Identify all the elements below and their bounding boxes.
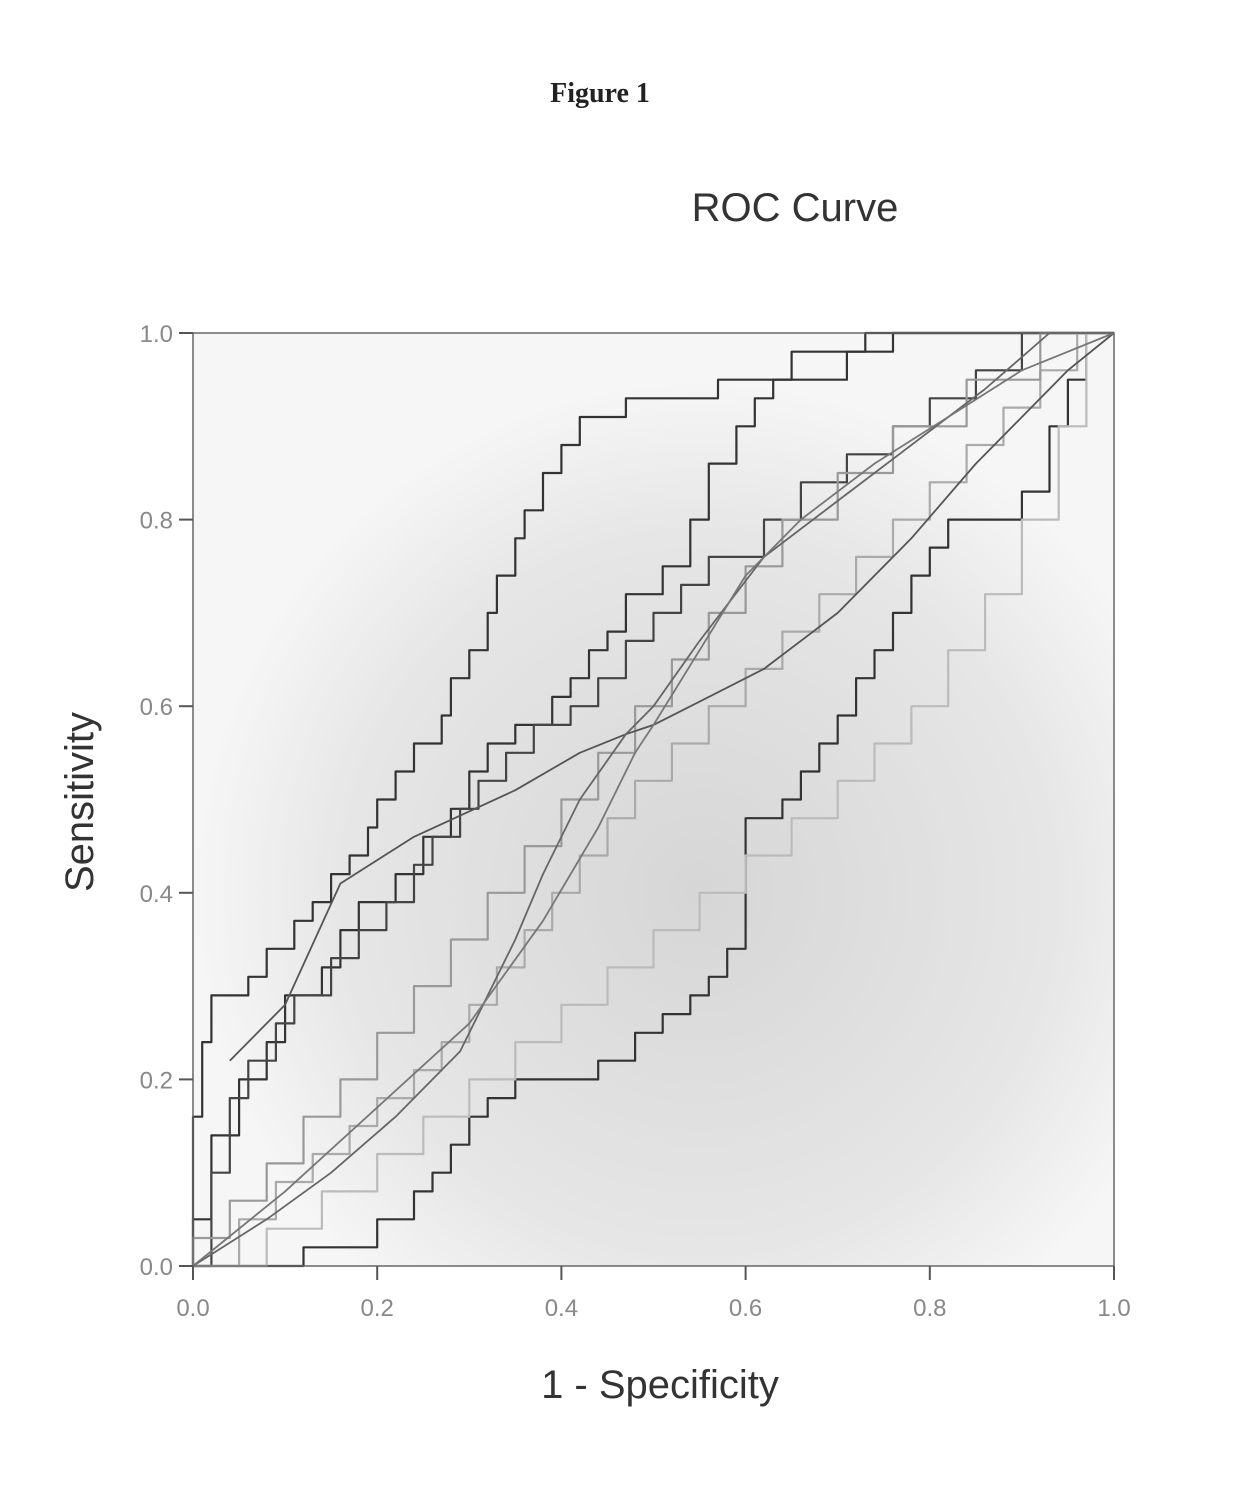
y-tick-label: 0.4 [140, 881, 173, 908]
y-axis-label: Sensitivity [58, 712, 102, 892]
y-tick-label: 0.0 [140, 1254, 173, 1281]
y-tick-label: 0.6 [140, 694, 173, 721]
x-tick-label: 0.0 [176, 1295, 209, 1322]
y-tick-label: 1.0 [140, 321, 173, 348]
y-tick-label: 0.8 [140, 508, 173, 535]
x-tick-label: 1.0 [1097, 1295, 1130, 1322]
y-tick-label: 0.2 [140, 1067, 173, 1094]
x-tick-label: 0.4 [545, 1295, 578, 1322]
plot-area [193, 333, 1114, 1266]
x-axis-label: 1 - Specificity [541, 1363, 779, 1407]
x-tick-label: 0.6 [729, 1295, 762, 1322]
x-tick-label: 0.2 [361, 1295, 394, 1322]
x-tick-label: 0.8 [913, 1295, 946, 1322]
